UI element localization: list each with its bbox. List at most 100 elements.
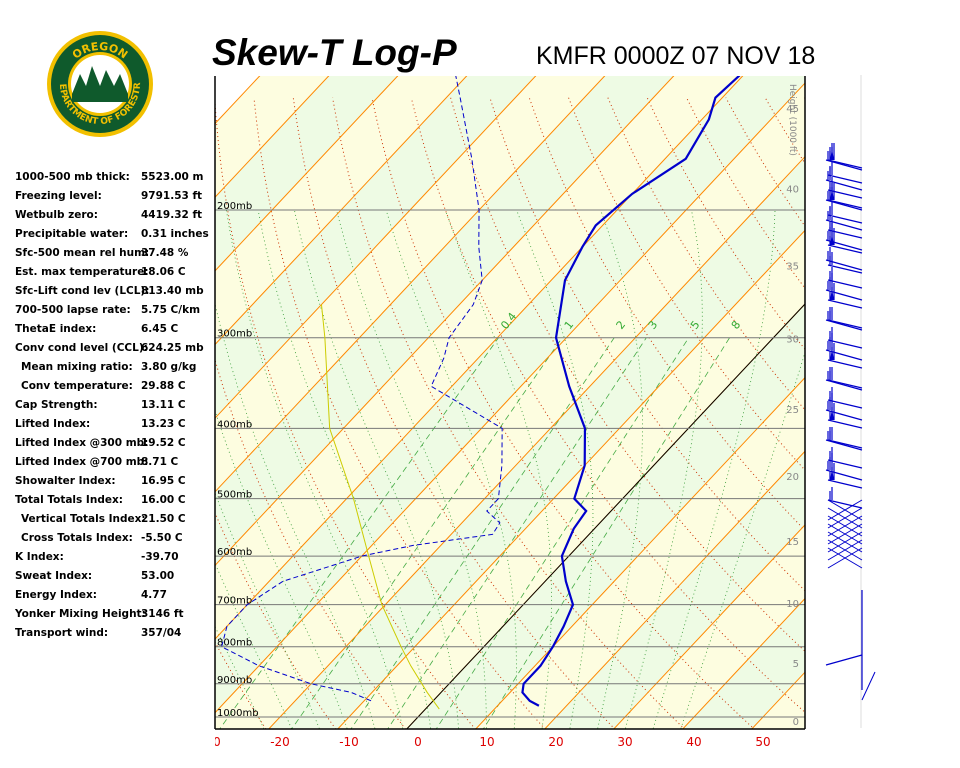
index-value: 5523.00 m	[141, 171, 204, 183]
index-value: 5.75 C/km	[141, 304, 201, 316]
height-tick-label: 15	[786, 537, 799, 548]
index-row: Lifted Index @300 mb: 19.52 C	[15, 434, 215, 453]
temperature-tick-label: 20	[548, 735, 563, 749]
moist-adiabat	[215, 409, 348, 729]
isotherm	[215, 76, 399, 272]
index-label: Vertical Totals Index:	[21, 513, 146, 525]
index-row: Precipitable water: 0.31 inches	[15, 225, 215, 244]
wind-barb	[825, 427, 863, 451]
wind-barb	[827, 447, 863, 469]
index-label: Yonker Mixing Height:	[15, 608, 146, 620]
height-tick-label: 30	[786, 335, 799, 346]
index-value: 3.80 g/kg	[141, 361, 197, 373]
index-value: 813.40 mb	[141, 285, 204, 297]
wind-barb	[825, 207, 863, 231]
wind-barb	[827, 487, 863, 509]
index-row: Total Totals Index: 16.00 C	[15, 491, 215, 510]
index-label: 1000-500 mb thick:	[15, 171, 130, 183]
temperature-band	[215, 83, 805, 729]
index-row: Sfc-Lift cond lev (LCL): 813.40 mb	[15, 282, 215, 301]
index-row: Conv cond level (CCL): 624.25 mb	[15, 339, 215, 358]
index-row: Freezing level: 9791.53 ft	[15, 187, 215, 206]
index-row: Transport wind: 357/04	[15, 624, 215, 643]
mixing-ratio-line	[387, 337, 647, 729]
isotherm	[682, 597, 805, 729]
wind-barb	[825, 183, 863, 211]
index-label: Precipitable water:	[15, 228, 129, 240]
wind-barb	[825, 367, 863, 391]
temperature-tick-label: 10	[479, 735, 494, 749]
temperature-profile	[521, 76, 741, 707]
sounding-indices-panel: 1000-500 mb thick: 5523.00 m Freezing leve…	[15, 168, 215, 643]
index-label: Lifted Index @700 mb:	[15, 456, 149, 468]
index-row: Sfc-500 mean rel hum: 37.48 %	[15, 244, 215, 263]
wind-barb	[827, 177, 863, 199]
index-value: 6.45 C	[141, 323, 179, 335]
isotherm	[215, 76, 537, 419]
low-level-wind-barbs	[825, 499, 876, 701]
index-label: K Index:	[15, 551, 64, 563]
wind-barb	[825, 247, 863, 271]
index-label: Mean mixing ratio:	[21, 361, 133, 373]
isotherm	[0, 71, 195, 732]
pressure-label: 500mb	[217, 490, 252, 501]
isotherm	[818, 71, 960, 732]
station-time-label: KMFR 0000Z 07 NOV 18	[536, 42, 816, 70]
pressure-label: 600mb	[217, 547, 252, 558]
index-label: Sfc-500 mean rel hum:	[15, 247, 150, 259]
dry-adiabat	[883, 98, 960, 733]
index-row: Conv temperature: 29.88 C	[15, 377, 215, 396]
mixing-ratio-line	[482, 337, 730, 729]
index-row: 700-500 lapse rate: 5.75 C/km	[15, 301, 215, 320]
index-value: 29.88 C	[141, 380, 186, 392]
index-label: ThetaE index:	[15, 323, 97, 335]
wind-barb	[827, 267, 863, 289]
index-row: Showalter Index: 16.95 C	[15, 472, 215, 491]
temperature-tick-label: 30	[617, 735, 632, 749]
height-axis-label: Height (1000 ft)	[787, 84, 797, 156]
isotherm	[215, 76, 675, 567]
moist-adiabat	[680, 351, 805, 729]
pressure-label: 700mb	[217, 596, 252, 607]
pressure-label: 400mb	[217, 419, 252, 430]
moist-adiabat	[624, 209, 703, 729]
index-value: 37.48 %	[141, 247, 189, 259]
temperature-band	[215, 76, 805, 713]
index-label: Conv temperature:	[21, 380, 133, 392]
wind-barb	[825, 333, 863, 361]
wind-barb	[825, 143, 863, 171]
index-label: Sfc-Lift cond lev (LCL):	[15, 285, 150, 297]
axis-mask	[200, 732, 215, 752]
index-value: 0.31 inches	[141, 228, 209, 240]
isotherm	[215, 76, 330, 198]
index-row: Wetbulb zero: 4419.32 ft	[15, 206, 215, 225]
index-label: Est. max temperature:	[15, 266, 149, 278]
wind-barb	[827, 327, 863, 349]
isotherm	[337, 229, 805, 729]
index-value: 624.25 mb	[141, 342, 204, 354]
dry-adiabat	[410, 97, 805, 713]
index-row: 1000-500 mb thick: 5523.00 m	[15, 168, 215, 187]
temperature-tick-label: -10	[339, 735, 359, 749]
index-value: 19.52 C	[141, 437, 186, 449]
wind-barb	[827, 463, 863, 489]
index-value: -5.50 C	[141, 532, 183, 544]
isotherm	[613, 524, 805, 729]
isotherm	[215, 76, 606, 493]
dry-adiabat	[922, 98, 960, 733]
index-label: Lifted Index @300 mb:	[15, 437, 149, 449]
height-tick-label: 25	[786, 405, 799, 416]
index-value: 16.00 C	[141, 494, 186, 506]
index-value: 13.11 C	[141, 399, 186, 411]
moist-adiabat	[336, 209, 487, 729]
index-row: Sweat Index: 53.00	[15, 567, 215, 586]
height-tick-label: 40	[786, 185, 799, 196]
dry-adiabat	[215, 97, 476, 729]
wind-barb	[827, 387, 863, 409]
height-tick-label: 5	[793, 659, 799, 670]
pressure-label: 800mb	[217, 638, 252, 649]
wind-barb	[825, 393, 863, 421]
wind-barb	[827, 283, 863, 309]
height-tick-label: 50	[786, 20, 799, 31]
